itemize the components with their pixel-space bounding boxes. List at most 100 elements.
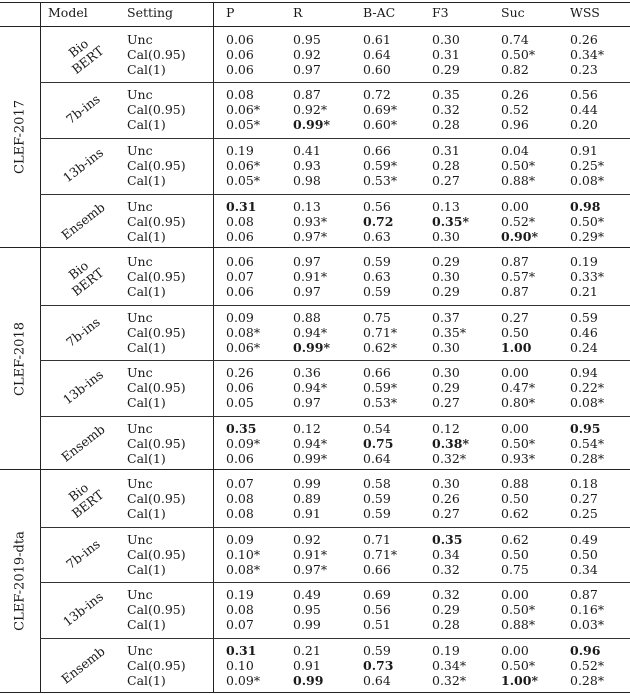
metric-cell: 0.73 — [363, 658, 394, 673]
table-row: Unc 0.26 0.36 0.66 0.30 0.00 0.94 — [0, 365, 630, 380]
metric-cell: 0.88* — [501, 173, 536, 188]
group-rule — [40, 582, 630, 583]
table-row: Cal(1) 0.06* 0.99* 0.62* 0.30 1.00 0.24 — [0, 340, 630, 355]
metric-cell: 0.18 — [570, 476, 598, 491]
metric-cell: 0.06 — [226, 254, 254, 269]
metric-cell: 0.50* — [501, 436, 536, 451]
group-rule — [40, 305, 630, 306]
setting-cell: Cal(1) — [127, 506, 166, 521]
metric-cell: 0.06 — [226, 32, 254, 47]
metric-cell: 0.30 — [432, 340, 460, 355]
setting-cell: Unc — [127, 476, 153, 491]
setting-cell: Cal(1) — [127, 173, 166, 188]
table-row: Cal(0.95) 0.06* 0.93 0.59* 0.28 0.50* 0.25* — [0, 158, 630, 173]
metric-cell: 0.41 — [293, 143, 321, 158]
metric-cell: 0.59 — [363, 284, 391, 299]
setting-cell: Cal(1) — [127, 340, 166, 355]
metric-cell: 0.93 — [293, 158, 321, 173]
metric-cell: 0.07 — [226, 476, 254, 491]
setting-cell: Cal(0.95) — [127, 491, 186, 506]
metric-cell: 0.19 — [570, 254, 598, 269]
metric-cell: 0.05 — [226, 395, 254, 410]
metric-cell: 0.26 — [570, 32, 598, 47]
metric-cell: 0.34 — [570, 562, 598, 577]
table-row: Unc 0.35 0.12 0.54 0.12 0.00 0.95 — [0, 421, 630, 436]
metric-cell: 0.27 — [432, 506, 460, 521]
metric-cell: 0.23 — [570, 62, 598, 77]
metric-cell: 0.08* — [226, 325, 261, 340]
metric-cell: 0.35* — [432, 325, 467, 340]
metric-cell: 0.92* — [293, 102, 328, 117]
dataset-rule — [0, 247, 630, 248]
metric-cell: 0.97* — [293, 562, 328, 577]
metric-cell: 0.95 — [570, 421, 601, 436]
metric-cell: 0.71* — [363, 325, 398, 340]
setting-cell: Cal(0.95) — [127, 269, 186, 284]
group-rule — [40, 638, 630, 639]
header-p: P — [226, 5, 235, 20]
metric-cell: 0.22* — [570, 380, 605, 395]
dataset-rule — [0, 469, 630, 470]
metric-cell: 0.34* — [432, 658, 467, 673]
metric-cell: 0.09 — [226, 310, 254, 325]
table-row: Cal(1) 0.06 0.99* 0.64 0.32* 0.93* 0.28* — [0, 451, 630, 466]
metric-cell: 0.08 — [226, 506, 254, 521]
metric-cell: 0.28* — [570, 673, 605, 688]
table-row: Cal(0.95) 0.08 0.89 0.59 0.26 0.50 0.27 — [0, 491, 630, 506]
metric-cell: 0.60 — [363, 62, 391, 77]
setting-cell: Cal(1) — [127, 62, 166, 77]
metric-cell: 0.29 — [432, 284, 460, 299]
metric-cell: 0.33* — [570, 269, 605, 284]
metric-cell: 0.28 — [432, 617, 460, 632]
metric-cell: 0.74 — [501, 32, 529, 47]
table-row: Cal(0.95) 0.10* 0.91* 0.71* 0.34 0.50 0.50 — [0, 547, 630, 562]
metric-cell: 0.35 — [432, 532, 463, 547]
metric-cell: 0.50 — [501, 547, 529, 562]
metric-cell: 0.12 — [432, 421, 460, 436]
metric-cell: 0.06* — [226, 102, 261, 117]
metric-cell: 0.72 — [363, 87, 391, 102]
metric-cell: 0.03* — [570, 617, 605, 632]
setting-cell: Cal(0.95) — [127, 658, 186, 673]
metric-cell: 0.97* — [293, 229, 328, 244]
metric-cell: 0.89 — [293, 491, 321, 506]
metric-cell: 0.12 — [293, 421, 321, 436]
metric-cell: 0.97 — [293, 395, 321, 410]
table-row: Unc 0.08 0.87 0.72 0.35 0.26 0.56 — [0, 87, 630, 102]
metric-cell: 0.32 — [432, 587, 460, 602]
metric-cell: 0.88 — [501, 476, 529, 491]
setting-cell: Cal(0.95) — [127, 325, 186, 340]
metric-cell: 0.20 — [570, 117, 598, 132]
metric-cell: 0.28 — [432, 117, 460, 132]
metric-cell: 0.13 — [432, 199, 460, 214]
metric-cell: 0.56 — [363, 602, 391, 617]
metric-cell: 0.47* — [501, 380, 536, 395]
metric-cell: 0.06 — [226, 47, 254, 62]
metric-cell: 0.91* — [293, 269, 328, 284]
metric-cell: 0.66 — [363, 143, 391, 158]
setting-cell: Unc — [127, 199, 153, 214]
metric-cell: 0.08 — [226, 491, 254, 506]
setting-cell: Cal(1) — [127, 617, 166, 632]
setting-cell: Cal(0.95) — [127, 602, 186, 617]
header-setting: Setting — [127, 5, 174, 20]
metric-cell: 0.06 — [226, 229, 254, 244]
metric-cell: 0.62 — [501, 532, 529, 547]
metric-cell: 0.37 — [432, 310, 460, 325]
metric-cell: 0.57* — [501, 269, 536, 284]
metric-cell: 0.97 — [293, 62, 321, 77]
col-divider-metrics — [213, 2, 214, 692]
metric-cell: 0.32 — [432, 102, 460, 117]
metric-cell: 0.94* — [293, 325, 328, 340]
metric-cell: 0.88 — [293, 310, 321, 325]
metric-cell: 0.21 — [570, 284, 598, 299]
metric-cell: 0.06* — [226, 158, 261, 173]
metric-cell: 0.98 — [293, 173, 321, 188]
table-row: Cal(0.95) 0.06 0.94* 0.59* 0.29 0.47* 0.22* — [0, 380, 630, 395]
metric-cell: 0.62* — [363, 340, 398, 355]
metric-cell: 0.09* — [226, 673, 261, 688]
table-row: Unc 0.19 0.41 0.66 0.31 0.04 0.91 — [0, 143, 630, 158]
group-rule — [40, 82, 630, 83]
metric-cell: 0.99* — [293, 117, 330, 132]
